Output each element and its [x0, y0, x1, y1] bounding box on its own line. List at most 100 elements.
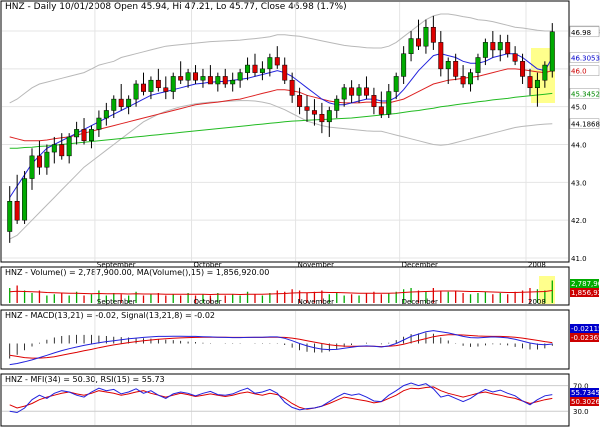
price-tag-label: 46.3053 [571, 55, 600, 63]
volume-ma-line [9, 290, 553, 296]
volume-month-label: November [298, 298, 335, 306]
macd-panel-frame [0, 309, 570, 370]
candle-body [304, 106, 310, 111]
price-tick-label: 45.0 [571, 104, 587, 112]
oscillator-tag-label: 55.7345 [571, 389, 600, 397]
volume-tags: 2,787,9001,856,920 [570, 279, 600, 297]
bollinger-upper-line [9, 13, 553, 104]
volume-month-label: September [97, 298, 136, 306]
macd-panel-title: HNZ - MACD(13,21) = -0.02, Signal(13,21,… [5, 311, 215, 320]
candles [7, 15, 555, 243]
oscillator-tag-label: 50.3026 [571, 398, 600, 406]
volume-ma-line [9, 290, 553, 296]
candle-body [74, 129, 80, 138]
candle-body [453, 61, 459, 77]
candle-body [341, 87, 347, 100]
volume-tag-box [570, 288, 599, 297]
candle-body [371, 95, 377, 107]
candle-body [126, 98, 132, 107]
macd-tags: -0.021155-0.02365 [570, 324, 600, 342]
macd-tag-box [570, 333, 599, 342]
candle-body [274, 57, 280, 66]
candle-body [363, 87, 369, 96]
candle-body [207, 76, 213, 85]
candle-body [386, 91, 392, 115]
candle-body [549, 31, 555, 72]
price-tag-label: 45.3452 [571, 90, 600, 98]
candle-body [349, 87, 355, 96]
mfi-rsi-panel-frame [0, 373, 570, 427]
price-tag-box [569, 26, 600, 38]
price-tag-label: 46.0 [571, 68, 587, 76]
bollinger-lower-line [9, 100, 553, 240]
macd-line [9, 330, 553, 366]
bollinger-bands [9, 13, 553, 240]
candle-body [393, 76, 399, 92]
candle-body [326, 110, 332, 123]
candle-body [185, 72, 191, 81]
price-panel: HNZ - Daily 10/01/2008 Open 45.94, Hi 47… [0, 0, 600, 269]
volume-panel-title: HNZ - Volume() = 2,787,900.00, MA(Volume… [5, 268, 269, 277]
candle-body [520, 61, 526, 77]
candle-body [22, 178, 28, 221]
candle-body [423, 26, 429, 47]
candle-body [497, 42, 503, 51]
month-label: October [194, 261, 222, 269]
candle-body [163, 87, 169, 92]
candle-body [170, 76, 176, 92]
candle-body [267, 57, 273, 70]
volume-panel: HNZ - Volume() = 2,787,900.00, MA(Volume… [0, 266, 600, 306]
price-tag-box [569, 88, 600, 99]
candle-body [237, 72, 243, 81]
oscillator-axis: 70.0 30.0 [573, 383, 589, 417]
candle-body [490, 42, 496, 51]
candle-body [512, 53, 518, 62]
candle-body [111, 98, 117, 111]
macd-gridlines [94, 311, 527, 368]
price-tag-label: 46.98 [571, 29, 591, 37]
candle-body [215, 76, 221, 85]
candle-body [482, 42, 488, 58]
price-tick-label: 41.0 [571, 255, 587, 263]
macd-tag-label: -0.021155 [571, 325, 600, 333]
candle-body [445, 61, 451, 70]
volume-gridlines [94, 268, 527, 304]
candle-body [468, 72, 474, 85]
volume-tag-label: 1,856,920 [571, 289, 600, 297]
candle-body [319, 113, 325, 123]
price-panel-frame [0, 0, 570, 263]
candle-body [88, 129, 94, 141]
candle-body [29, 155, 35, 179]
month-label: 2008 [528, 261, 546, 269]
macd-lines [9, 330, 553, 366]
oscillator-tag-box [570, 397, 599, 406]
price-tick-label: 42.0 [571, 217, 587, 225]
volume-month-label: December [402, 298, 438, 306]
volume-panel-frame [0, 266, 570, 306]
candle-body [36, 155, 42, 168]
price-panel-title: HNZ - Daily 10/01/2008 Open 45.94, Hi 47… [5, 2, 347, 12]
month-label: November [298, 261, 335, 269]
candle-body [252, 64, 258, 73]
candle-body [133, 83, 139, 100]
candle-body [245, 64, 251, 73]
candle-body [289, 79, 295, 96]
candle-body [527, 76, 533, 89]
candle-body [401, 53, 407, 77]
candle-body [193, 72, 199, 81]
price-tick-label: 44.0 [571, 142, 587, 150]
month-labels: September October November December 2008 [97, 261, 546, 269]
candle-body [460, 76, 466, 85]
macd-panel: HNZ - MACD(13,21) = -0.02, Signal(13,21,… [0, 309, 600, 370]
candle-body [297, 95, 303, 107]
candle-body [416, 38, 421, 47]
candle-body [66, 136, 72, 157]
candle-body [282, 64, 288, 81]
volume-month-labels: September October November December 2008 [97, 298, 546, 306]
price-tag-box [569, 52, 600, 63]
candle-body [378, 106, 384, 115]
volume-month-label: 2008 [528, 298, 546, 306]
ma-green-line [9, 92, 553, 149]
